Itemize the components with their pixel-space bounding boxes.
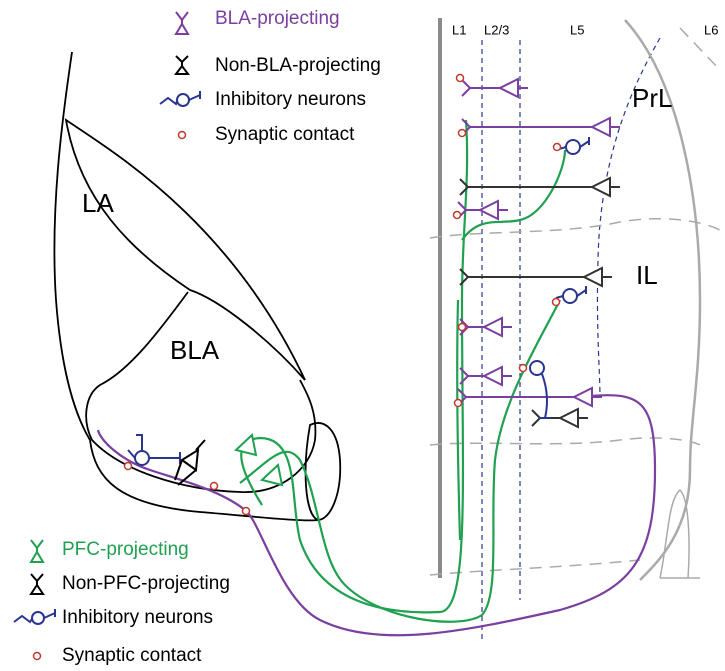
pyramidal-soma	[484, 318, 502, 336]
diagram: BLA-projecting Non-BLA-projecting Inhibi…	[0, 0, 725, 671]
region-border	[430, 560, 640, 575]
pyramidal-soma	[592, 178, 610, 196]
pyramidal-soma	[560, 409, 578, 427]
synaptic-contact	[457, 75, 464, 82]
pfc-axon	[241, 120, 467, 612]
legend-icon	[177, 94, 189, 106]
layer-label: L1	[452, 22, 466, 37]
synaptic-contact	[554, 144, 561, 151]
synaptic-contact	[243, 508, 250, 515]
region-label: BLA	[170, 335, 220, 365]
non-pfc-neuron	[182, 450, 198, 470]
legend-icon	[176, 56, 188, 74]
synaptic-contact	[454, 212, 461, 219]
legend-label: Inhibitory neurons	[62, 607, 213, 628]
pyramidal-soma	[484, 367, 502, 385]
amygdala-outline	[54, 52, 320, 520]
region-label: LA	[82, 188, 114, 218]
legend-icon	[32, 612, 44, 624]
layer-label: L2/3	[484, 22, 509, 37]
region-label: IL	[636, 260, 658, 290]
synaptic-contact	[459, 324, 466, 331]
synaptic-contact	[553, 299, 560, 306]
legend-label: PFC-projecting	[62, 539, 189, 560]
bla-axon	[98, 395, 655, 635]
legend-icon	[176, 12, 188, 34]
legend-icon	[31, 540, 43, 562]
legend-label: Synaptic contact	[62, 645, 202, 666]
legend-bottom: PFC-projecting Non-PFC-projecting Inhibi…	[14, 539, 230, 666]
synaptic-contact	[455, 400, 462, 407]
synaptic-contact	[459, 130, 466, 137]
cea-lobe	[306, 423, 341, 520]
legend-label: BLA-projecting	[215, 8, 340, 29]
pyramidal-soma	[592, 118, 610, 136]
inhibitory-neuron	[566, 140, 580, 154]
legend-icon	[31, 574, 43, 594]
legend-label: Non-PFC-projecting	[62, 573, 230, 594]
legend-icon	[34, 653, 41, 660]
cortex-surface	[660, 490, 700, 578]
pyramidal-soma	[480, 201, 498, 219]
layer-label: L5	[570, 22, 584, 37]
synaptic-contact	[520, 365, 527, 372]
pyramidal-soma	[500, 79, 518, 97]
pfc-neuron	[262, 465, 282, 485]
inhibitory-neuron	[563, 289, 577, 303]
pyramidal-soma	[584, 268, 602, 286]
pfc-neuron	[236, 435, 256, 455]
pyramidal-soma	[574, 388, 592, 406]
inhibitory-neuron	[135, 451, 149, 465]
legend-icon	[14, 609, 55, 622]
pfc-axon	[462, 150, 565, 240]
pfc-axon	[457, 300, 460, 540]
legend-label: Non-BLA-projecting	[215, 55, 381, 76]
synaptic-contact	[125, 463, 132, 470]
region-border	[430, 438, 700, 445]
legend-icon	[179, 132, 186, 139]
legend-icon	[160, 91, 200, 104]
legend-label: Inhibitory neurons	[215, 89, 366, 110]
synaptic-contact	[211, 483, 218, 490]
inhibitory-neuron	[530, 361, 544, 375]
region-label: PrL	[632, 83, 672, 113]
layer-label: L6	[704, 22, 718, 37]
legend-label: Synaptic contact	[215, 124, 355, 145]
legend-top: BLA-projecting Non-BLA-projecting Inhibi…	[160, 8, 381, 145]
bla-outline	[86, 292, 315, 492]
